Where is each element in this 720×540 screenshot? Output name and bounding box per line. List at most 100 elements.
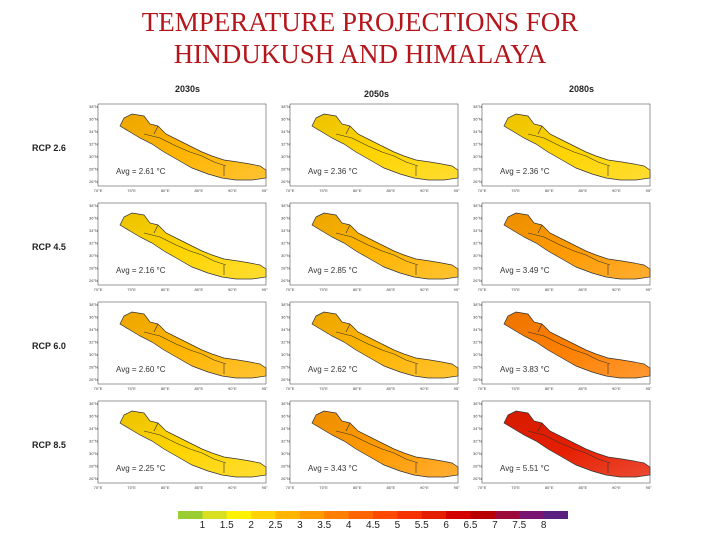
latitude-tick-label: 28°N <box>473 365 482 370</box>
row-label-rcp26: RCP 2.6 <box>32 143 66 153</box>
longitude-tick-label: 80°E <box>161 188 170 193</box>
latitude-tick-label: 38°N <box>281 104 290 109</box>
column-header-2080s: 2080s <box>569 84 595 94</box>
latitude-tick-label: 36°N <box>281 315 290 320</box>
longitude-tick-label: 70°E <box>286 287 295 292</box>
longitude-tick-label: 90°E <box>612 386 621 391</box>
colorbar-tick-label: 7 <box>492 520 498 531</box>
latitude-tick-label: 38°N <box>281 302 290 307</box>
average-temperature-label: Avg = 2.60 °C <box>116 365 166 374</box>
latitude-tick-label: 34°N <box>89 228 98 233</box>
longitude-tick-label: 80°E <box>353 287 362 292</box>
latitude-tick-label: 30°N <box>89 253 98 258</box>
longitude-tick-label: 75°E <box>511 188 520 193</box>
map-panel-r0-c1: 38°N 36°N 34°N 32°N 30°N 28°N 26°N 70°E 75°E 80°E… <box>280 98 460 194</box>
longitude-tick-label: 80°E <box>161 287 170 292</box>
latitude-tick-label: 34°N <box>89 129 98 134</box>
colorbar-tick-label: 1 <box>199 520 206 531</box>
row-label-rcp45: RCP 4.5 <box>32 242 66 252</box>
colorbar-tick-label: 8 <box>540 520 547 531</box>
latitude-tick-label: 26°N <box>281 179 290 184</box>
colorbar-swatch <box>275 511 301 519</box>
latitude-tick-label: 28°N <box>281 167 290 172</box>
latitude-tick-label: 32°N <box>281 340 290 345</box>
latitude-tick-label: 34°N <box>89 327 98 332</box>
latitude-tick-label: 28°N <box>89 464 98 469</box>
colorbar-tick-label: 3.5 <box>317 520 332 531</box>
latitude-tick-label: 30°N <box>473 352 482 357</box>
latitude-tick-label: 36°N <box>89 315 98 320</box>
map-panel-r3-c0: 38°N 36°N 34°N 32°N 30°N 28°N 26°N 70°E 75°E 80°E… <box>88 395 268 491</box>
colorbar-tick-label: 3 <box>297 520 303 531</box>
longitude-tick-label: 70°E <box>94 386 103 391</box>
colorbar-swatch <box>519 511 545 519</box>
longitude-tick-label: 80°E <box>545 287 554 292</box>
country-border-line <box>527 232 611 266</box>
longitude-tick-label: 80°E <box>161 386 170 391</box>
map-figure: 38°N 36°N 34°N 32°N 30°N 28°N 26°N 70°E 75°E 80°E… <box>281 202 460 292</box>
latitude-tick-label: 34°N <box>473 327 482 332</box>
latitude-tick-label: 30°N <box>89 154 98 159</box>
longitude-tick-label: 80°E <box>353 485 362 490</box>
colorbar-tick-label: 2.5 <box>268 520 283 531</box>
colorbar-tick-label: 6.5 <box>463 520 478 531</box>
map-figure: 38°N 36°N 34°N 32°N 30°N 28°N 26°N 70°E 75°E 80°E… <box>281 301 460 391</box>
hkh-region-shape <box>503 113 651 181</box>
longitude-tick-label: 85°E <box>386 287 395 292</box>
latitude-tick-label: 26°N <box>473 179 482 184</box>
longitude-tick-label: 75°E <box>127 188 136 193</box>
longitude-tick-label: 90°E <box>420 485 429 490</box>
latitude-tick-label: 28°N <box>281 365 290 370</box>
latitude-tick-label: 28°N <box>89 365 98 370</box>
average-temperature-label: Avg = 3.83 °C <box>500 365 550 374</box>
row-label-rcp85: RCP 8.5 <box>32 440 66 450</box>
map-panel-r2-c2: 38°N 36°N 34°N 32°N 30°N 28°N 26°N 70°E 75°E 80°E… <box>472 296 652 392</box>
hkh-region-shape <box>119 311 267 379</box>
country-border-line <box>153 323 159 333</box>
longitude-tick-label: 90°E <box>420 287 429 292</box>
colorbar-swatch <box>226 511 252 519</box>
longitude-tick-label: 90°E <box>612 485 621 490</box>
map-panel-r0-c0: 38°N 36°N 34°N 32°N 30°N 28°N 26°N 70°E 75°E 80°E… <box>88 98 268 194</box>
map-panel-r2-c1: 38°N 36°N 34°N 32°N 30°N 28°N 26°N 70°E 75°E 80°E… <box>280 296 460 392</box>
longitude-tick-label: 70°E <box>94 287 103 292</box>
longitude-tick-label: 90°E <box>228 386 237 391</box>
latitude-tick-label: 38°N <box>473 203 482 208</box>
latitude-tick-label: 36°N <box>281 414 290 419</box>
colorbar-tick-label: 4 <box>345 520 352 531</box>
longitude-tick-label: 75°E <box>319 287 328 292</box>
country-border-line <box>143 133 227 167</box>
longitude-tick-label: 70°E <box>478 386 487 391</box>
longitude-tick-label: 95°E <box>646 386 652 391</box>
latitude-tick-label: 28°N <box>473 464 482 469</box>
longitude-tick-label: 75°E <box>511 287 520 292</box>
colorbar-swatch <box>348 511 374 519</box>
latitude-tick-label: 32°N <box>89 340 98 345</box>
latitude-tick-label: 38°N <box>473 302 482 307</box>
page-title: TEMPERATURE PROJECTIONS FOR HINDUKUSH AN… <box>0 6 720 70</box>
latitude-tick-label: 26°N <box>281 476 290 481</box>
country-border-line <box>527 133 611 167</box>
average-temperature-label: Avg = 3.49 °C <box>500 266 550 275</box>
country-border-line <box>143 232 227 266</box>
longitude-tick-label: 95°E <box>262 386 268 391</box>
latitude-tick-label: 28°N <box>473 167 482 172</box>
map-panel-r1-c2: 38°N 36°N 34°N 32°N 30°N 28°N 26°N 70°E 75°E 80°E… <box>472 197 652 293</box>
latitude-tick-label: 32°N <box>281 142 290 147</box>
latitude-tick-label: 28°N <box>281 464 290 469</box>
country-border-line <box>537 323 543 333</box>
column-header-2030s: 2030s <box>175 84 201 94</box>
country-border-line <box>153 125 159 135</box>
latitude-tick-label: 30°N <box>281 451 290 456</box>
longitude-tick-label: 90°E <box>420 188 429 193</box>
longitude-tick-label: 90°E <box>228 485 237 490</box>
latitude-tick-label: 34°N <box>281 129 290 134</box>
latitude-tick-label: 28°N <box>281 266 290 271</box>
country-border-line <box>537 224 543 234</box>
latitude-tick-label: 26°N <box>473 377 482 382</box>
longitude-tick-label: 75°E <box>127 287 136 292</box>
longitude-tick-label: 70°E <box>286 386 295 391</box>
hkh-region-shape <box>311 113 459 181</box>
hkh-region-shape <box>503 212 651 280</box>
latitude-tick-label: 36°N <box>281 216 290 221</box>
